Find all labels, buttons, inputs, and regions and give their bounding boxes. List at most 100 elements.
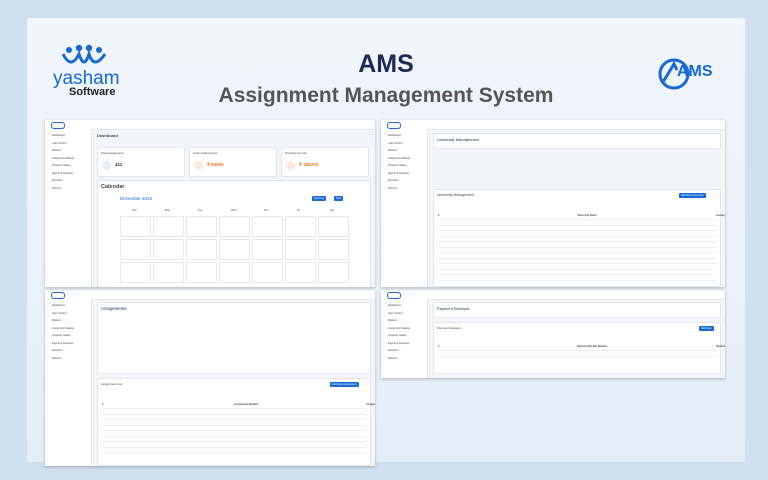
calendar-month: December 2025 bbox=[120, 196, 153, 201]
subtitle: Assignment Management System bbox=[218, 84, 554, 107]
column-header: Assignment Number bbox=[234, 403, 259, 406]
section: Payment Receipts Add New # Payment Receipt … bbox=[433, 322, 725, 374]
sidebar-item: Masters bbox=[52, 319, 62, 322]
page-header: Payment Receipts bbox=[433, 302, 721, 318]
sidebar-logo bbox=[51, 292, 65, 299]
table-row bbox=[438, 224, 716, 226]
day-cell bbox=[186, 239, 217, 260]
table-row bbox=[438, 230, 716, 231]
sidebar-item: User Control bbox=[52, 311, 67, 315]
day-cell bbox=[318, 216, 349, 237]
day-cell bbox=[252, 239, 283, 260]
page-header: Assignments bbox=[97, 302, 371, 374]
table-row bbox=[438, 252, 716, 253]
day-cell bbox=[186, 216, 217, 237]
sidebar-item: Masters bbox=[388, 149, 398, 152]
top-bar bbox=[427, 290, 725, 300]
day-cell bbox=[153, 239, 184, 260]
day-cell bbox=[252, 216, 283, 237]
table-row bbox=[102, 441, 366, 442]
sidebar-item: Assignment Master bbox=[388, 156, 411, 160]
table-row bbox=[438, 268, 716, 270]
section: Assignment List Add New Assignment # Assign… bbox=[97, 378, 375, 466]
sidebar-item: Dashboard bbox=[388, 304, 401, 307]
day-cell bbox=[285, 239, 316, 260]
sidebar: Dashboard User Control Masters Assignment M… bbox=[381, 290, 428, 378]
sidebar-item: Assignment Master bbox=[52, 156, 75, 160]
day-cell bbox=[120, 262, 151, 283]
day-cell bbox=[252, 262, 283, 283]
sidebar-logo bbox=[51, 122, 65, 129]
day-cell bbox=[285, 262, 316, 283]
sidebar-item: Masters bbox=[388, 319, 398, 322]
card-value: 411 bbox=[115, 162, 123, 167]
table-row bbox=[102, 435, 366, 437]
day-name: Wed bbox=[231, 209, 237, 212]
day-name: Tue bbox=[198, 209, 203, 212]
sidebar-item: Reports bbox=[388, 356, 398, 360]
sidebar-item: Progress Status bbox=[388, 334, 407, 337]
add-button: Add New University bbox=[679, 193, 706, 198]
table-row bbox=[438, 235, 716, 237]
sidebar-item: Expense bbox=[52, 179, 63, 182]
day-cell bbox=[219, 262, 250, 283]
calendar-button: Previous bbox=[312, 196, 327, 201]
sidebar-item: Reports bbox=[388, 186, 398, 190]
table-row bbox=[438, 246, 716, 248]
section-title: University Management bbox=[437, 193, 474, 197]
sidebar-item: User Control bbox=[52, 141, 67, 145]
sidebar-item: Expense bbox=[388, 179, 399, 182]
column-header: Assignment Name bbox=[366, 403, 375, 406]
top-bar bbox=[91, 120, 375, 130]
table-row bbox=[438, 350, 716, 351]
dashboard-screen: Dashboard User Control Masters Assignment M… bbox=[45, 120, 375, 287]
column-header: Country bbox=[716, 214, 725, 217]
stat-card: Total Assignment 411 bbox=[97, 147, 185, 177]
card-label: Amount Received bbox=[193, 151, 217, 155]
page-title: Payment Receipts bbox=[437, 306, 470, 311]
banner: yasham Software AMS Assignment Managemen… bbox=[27, 18, 745, 466]
table-row bbox=[438, 355, 716, 357]
card-label: Pending Amount bbox=[285, 151, 308, 155]
sidebar-item: Masters bbox=[52, 149, 62, 152]
table-row bbox=[102, 452, 366, 453]
sidebar-item: Payment Receipts bbox=[52, 341, 74, 345]
section: University Management Add New University #… bbox=[433, 189, 725, 287]
column-header: Student bbox=[716, 345, 725, 348]
day-cell bbox=[318, 262, 349, 283]
day-cell bbox=[186, 262, 217, 283]
sidebar: Dashboard User Control Masters Assignment M… bbox=[45, 120, 92, 287]
day-cell bbox=[120, 239, 151, 260]
section-title: Assignment List bbox=[101, 382, 123, 386]
sidebar-item: Payment Receipts bbox=[388, 341, 410, 345]
ams-logo bbox=[658, 58, 690, 90]
add-button: Add New bbox=[699, 326, 714, 331]
sidebar-logo bbox=[387, 122, 401, 129]
top-bar bbox=[427, 120, 725, 130]
sidebar-item: User Control bbox=[388, 141, 403, 145]
day-name: Mon bbox=[165, 209, 171, 212]
university-screen: Dashboard User Control Masters Assignment M… bbox=[381, 120, 725, 287]
sidebar-item: Dashboard bbox=[52, 304, 65, 307]
table-row bbox=[102, 430, 366, 431]
card-label: Total Assignment bbox=[101, 151, 124, 155]
calendar-button: Next bbox=[334, 196, 344, 201]
day-name: Sat bbox=[330, 209, 334, 212]
sidebar-item: Progress Status bbox=[52, 334, 71, 337]
card-value: ₹ 189200 bbox=[299, 162, 319, 167]
day-cell bbox=[153, 216, 184, 237]
table-row bbox=[438, 263, 716, 264]
sidebar-item: Payment Receipts bbox=[52, 171, 74, 175]
sidebar-item: Progress Status bbox=[388, 164, 407, 167]
card-icon bbox=[102, 161, 111, 170]
page-title: University Management bbox=[437, 137, 480, 142]
sidebar-item: Assignment Master bbox=[52, 326, 75, 330]
day-name: Fri bbox=[297, 209, 301, 212]
sidebar: Dashboard User Control Masters Assignment M… bbox=[45, 290, 92, 466]
sidebar-item: Expense bbox=[388, 349, 399, 352]
calendar-title: Calendar bbox=[101, 184, 125, 190]
table-row bbox=[438, 279, 716, 281]
top-bar bbox=[91, 290, 375, 300]
sidebar-item: Reports bbox=[52, 186, 62, 190]
